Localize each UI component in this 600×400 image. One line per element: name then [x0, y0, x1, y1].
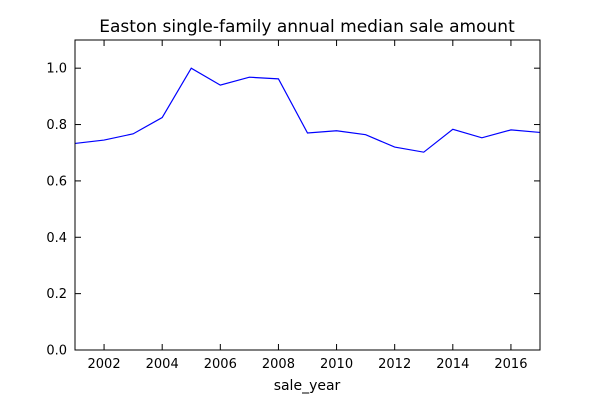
- x-tick-label-2008: 2008: [262, 357, 295, 372]
- series-line-0: [74, 67, 541, 153]
- x-tick-label-2014: 2014: [436, 357, 469, 372]
- x-tick-label-2002: 2002: [88, 357, 121, 372]
- plot-area: [74, 67, 541, 153]
- y-tick-label-1.0: 1.0: [46, 62, 67, 77]
- x-tick-label-2010: 2010: [320, 357, 353, 372]
- y-tick-label-0.4: 0.4: [46, 231, 67, 246]
- x-tick-label-2016: 2016: [494, 357, 527, 372]
- x-tick-label-2012: 2012: [378, 357, 411, 372]
- x-tick-label-2006: 2006: [204, 357, 237, 372]
- plot-frame: [74, 39, 541, 351]
- y-tick-label-0.6: 0.6: [46, 174, 67, 189]
- x-axis: 2002 2004 2006 2008 2010 2012 2014 2016: [88, 40, 527, 372]
- chart-title: Easton single-family annual median sale …: [99, 17, 515, 37]
- y-tick-label-0.2: 0.2: [46, 287, 67, 302]
- y-tick-label-0.8: 0.8: [46, 118, 67, 133]
- x-axis-label: sale_year: [274, 378, 341, 394]
- y-tick-label-0.0: 0.0: [46, 344, 67, 359]
- y-axis: 0.0 0.2 0.4 0.6 0.8 1.0: [46, 62, 540, 359]
- x-tick-label-2004: 2004: [146, 357, 179, 372]
